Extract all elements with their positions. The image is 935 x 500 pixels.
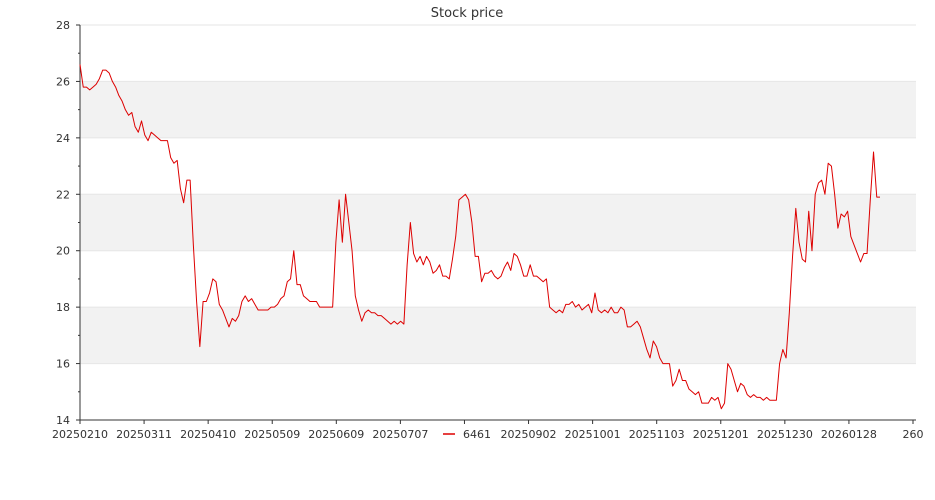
y-tick-label: 28 xyxy=(56,19,70,32)
grid-band xyxy=(80,81,916,138)
x-tick-label: 20250509 xyxy=(244,428,300,441)
grid-band xyxy=(80,307,916,364)
grid-band xyxy=(80,194,916,251)
y-tick-label: 20 xyxy=(56,245,70,258)
legend-background xyxy=(436,426,498,443)
x-tick-label: 20251001 xyxy=(565,428,621,441)
x-tick-label: 20251230 xyxy=(757,428,813,441)
series-line xyxy=(79,64,880,410)
y-axis-ticks: 14 16 18 20 22 24 26 28 xyxy=(56,19,80,427)
x-tick-label: 20250707 xyxy=(372,428,428,441)
y-tick-label: 18 xyxy=(56,301,70,314)
y-tick-label: 24 xyxy=(56,132,70,145)
plot-background-bands xyxy=(80,81,916,364)
x-tick-label: 20250410 xyxy=(180,428,236,441)
x-tick-label: 20251103 xyxy=(629,428,685,441)
series-layer xyxy=(79,64,880,410)
x-tick-label: 20250311 xyxy=(116,428,172,441)
y-tick-label: 14 xyxy=(56,414,70,427)
x-tick-label: 260 xyxy=(903,428,924,441)
x-tick-label: 20251201 xyxy=(693,428,749,441)
x-tick-label: 20250902 xyxy=(501,428,557,441)
y-tick-label: 22 xyxy=(56,188,70,201)
x-tick-label: 20250609 xyxy=(308,428,364,441)
x-axis-ticks: 20250210 20250311 20250410 20250509 20250609… xyxy=(52,420,924,441)
y-tick-label: 16 xyxy=(56,358,70,371)
legend: 6461 xyxy=(436,426,498,443)
x-tick-label: 20250210 xyxy=(52,428,108,441)
chart-title: Stock price xyxy=(431,6,503,21)
gridlines xyxy=(80,24,916,421)
legend-label: 6461 xyxy=(463,428,491,441)
y-tick-label: 26 xyxy=(56,75,70,88)
x-tick-label: 20260128 xyxy=(821,428,877,441)
